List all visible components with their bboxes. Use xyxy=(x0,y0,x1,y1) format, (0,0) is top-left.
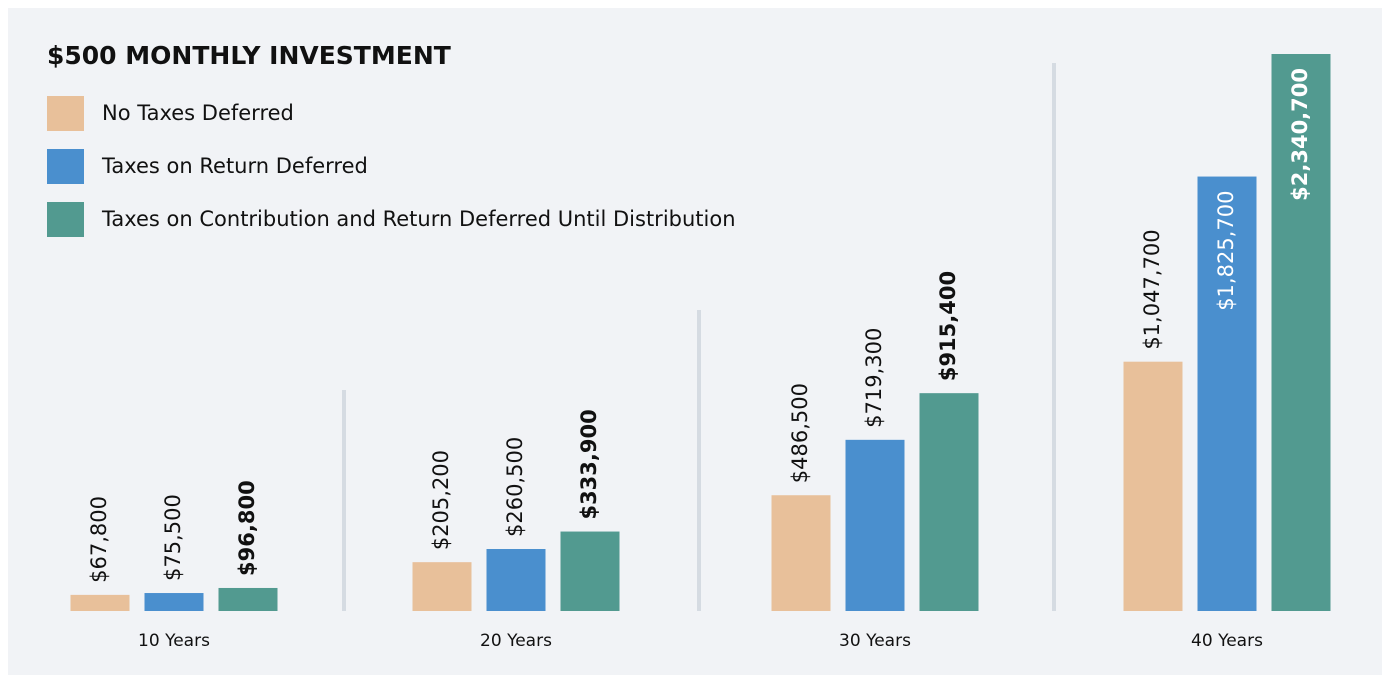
bar xyxy=(560,531,620,611)
value-label: $486,500 xyxy=(788,383,812,483)
value-label: $1,047,700 xyxy=(1140,229,1164,349)
value-label: $205,200 xyxy=(429,450,453,550)
bar xyxy=(486,549,546,611)
value-label: $260,500 xyxy=(503,437,527,537)
x-tick-label: 40 Years xyxy=(1191,631,1263,651)
bar xyxy=(144,593,204,611)
bar xyxy=(845,439,905,611)
chart-title: $500 MONTHLY INVESTMENT xyxy=(47,41,451,70)
legend-label: No Taxes Deferred xyxy=(102,101,294,125)
value-label: $1,825,700 xyxy=(1214,191,1238,311)
legend-label: Taxes on Return Deferred xyxy=(101,154,368,178)
bar xyxy=(218,587,278,611)
value-label: $915,400 xyxy=(936,271,960,381)
value-label: $719,300 xyxy=(862,328,886,428)
legend-swatch xyxy=(47,202,84,237)
bar xyxy=(70,594,130,611)
bar xyxy=(1123,361,1183,611)
value-label: $75,500 xyxy=(161,494,185,581)
legend-swatch xyxy=(47,96,84,131)
legend-label: Taxes on Contribution and Return Deferre… xyxy=(101,207,736,231)
value-label: $67,800 xyxy=(87,496,111,583)
value-label: $2,340,700 xyxy=(1288,68,1312,201)
bar xyxy=(919,393,979,611)
bar xyxy=(771,495,831,611)
value-label: $96,800 xyxy=(235,480,259,576)
value-label: $333,900 xyxy=(577,409,601,519)
x-tick-label: 30 Years xyxy=(839,631,911,651)
x-tick-label: 20 Years xyxy=(480,631,552,651)
x-tick-label: 10 Years xyxy=(138,631,210,651)
legend-swatch xyxy=(47,149,84,184)
bar xyxy=(412,562,472,611)
bar xyxy=(1271,54,1331,611)
bar xyxy=(1197,176,1257,611)
